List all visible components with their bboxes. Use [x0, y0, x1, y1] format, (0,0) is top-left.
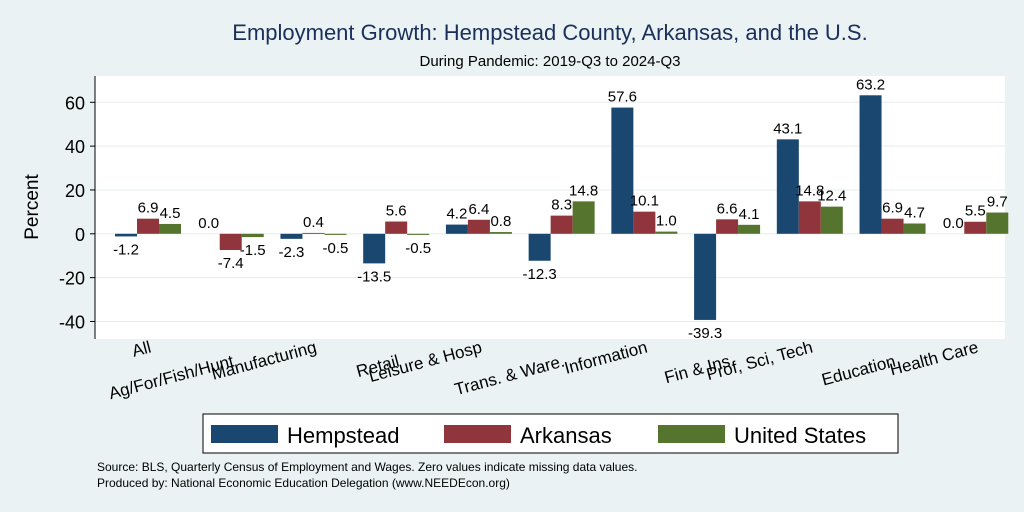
- x-tick-label-all: All: [130, 338, 153, 361]
- bar-arkansas-ag-for-fish-hunt: [219, 233, 242, 251]
- data-label-hempstead-retail: -13.5: [357, 268, 391, 285]
- legend: Hempstead Arkansas United States: [202, 413, 899, 454]
- data-label-united-states-manufacturing: -0.5: [323, 240, 349, 257]
- chart-title: Employment Growth: Hempstead County, Ark…: [232, 20, 867, 45]
- bar-united-states-fin-ins: [738, 224, 761, 234]
- bar-united-states-education: [903, 223, 926, 234]
- legend-label-arkansas: Arkansas: [520, 423, 612, 448]
- bar-arkansas-manufacturing: [302, 232, 325, 234]
- data-label-united-states-ag-for-fish-hunt: -1.5: [240, 242, 266, 259]
- data-label-arkansas-education: 6.9: [882, 200, 903, 217]
- data-label-arkansas-fin-ins: 6.6: [717, 200, 738, 217]
- bar-arkansas-retail: [385, 221, 408, 234]
- y-tick-label: 20: [65, 181, 85, 201]
- data-label-arkansas-manufacturing: 0.4: [303, 214, 324, 231]
- data-label-united-states-fin-ins: 4.1: [739, 206, 760, 223]
- bar-united-states-health-care: [986, 212, 1009, 234]
- data-label-hempstead-fin-ins: -39.3: [688, 325, 722, 342]
- data-label-united-states-retail: -0.5: [405, 240, 431, 257]
- data-label-arkansas-retail: 5.6: [386, 203, 407, 220]
- data-label-arkansas-information: 10.1: [630, 193, 659, 210]
- legend-label-hempstead: Hempstead: [287, 423, 400, 448]
- bar-arkansas-education: [881, 218, 904, 234]
- bar-united-states-all: [159, 223, 181, 234]
- legend-label-united-states: United States: [734, 423, 866, 448]
- bar-united-states-trans-ware: [572, 201, 595, 234]
- produced-by-note: Produced by: National Economic Education…: [97, 476, 510, 490]
- data-label-arkansas-all: 6.9: [138, 200, 159, 217]
- bar-arkansas-prof-sci-tech: [798, 201, 821, 234]
- legend-swatch-arkansas: [444, 425, 511, 443]
- y-tick-label: 0: [75, 225, 85, 245]
- bar-united-states-ag-for-fish-hunt: [241, 233, 264, 238]
- legend-swatch-hempstead: [211, 425, 278, 443]
- bar-hempstead-all: [115, 233, 137, 237]
- data-label-united-states-leisure-hosp: 0.8: [490, 213, 511, 230]
- data-label-united-states-information: 1.0: [656, 213, 677, 230]
- bar-hempstead-leisure-hosp: [445, 224, 468, 234]
- source-note: Source: BLS, Quarterly Census of Employm…: [97, 460, 637, 474]
- data-label-hempstead-trans-ware: -12.3: [523, 266, 557, 283]
- bar-hempstead-trans-ware: [528, 233, 551, 261]
- bar-hempstead-retail: [363, 233, 386, 264]
- data-label-united-states-education: 4.7: [904, 204, 925, 221]
- plot-area: [95, 76, 1005, 339]
- data-label-arkansas-prof-sci-tech: 14.8: [795, 182, 824, 199]
- data-label-hempstead-health-care: 0.0: [943, 215, 964, 232]
- bar-hempstead-education: [859, 95, 882, 234]
- bar-arkansas-all: [137, 218, 159, 234]
- bar-hempstead-fin-ins: [694, 233, 717, 320]
- y-axis-label: Percent: [22, 174, 43, 240]
- y-tick-label: 40: [65, 137, 85, 157]
- bar-united-states-retail: [407, 233, 430, 235]
- bar-united-states-manufacturing: [324, 233, 347, 235]
- bar-arkansas-information: [633, 211, 656, 234]
- data-label-hempstead-information: 57.6: [608, 89, 637, 106]
- gridlines: [95, 101, 1005, 322]
- y-tick-label: 60: [65, 93, 85, 113]
- y-axis-ticks: 60 40 20 0 -20 -40: [59, 93, 95, 332]
- bar-hempstead-information: [611, 107, 634, 234]
- bar-united-states-prof-sci-tech: [820, 206, 843, 234]
- bar-hempstead-manufacturing: [280, 233, 303, 239]
- bar-united-states-information: [655, 231, 678, 234]
- bar-arkansas-health-care: [964, 221, 987, 234]
- legend-swatch-united-states: [658, 425, 725, 443]
- data-label-arkansas-trans-ware: 8.3: [551, 197, 572, 214]
- data-label-hempstead-education: 63.2: [856, 76, 885, 93]
- bars-group: [115, 95, 1009, 320]
- legend-box: [202, 413, 899, 454]
- data-label-hempstead-prof-sci-tech: 43.1: [773, 120, 802, 137]
- data-label-arkansas-leisure-hosp: 6.4: [468, 201, 489, 218]
- data-label-arkansas-health-care: 5.5: [965, 203, 986, 220]
- bar-arkansas-leisure-hosp: [467, 219, 490, 234]
- data-label-hempstead-ag-for-fish-hunt: 0.0: [198, 215, 219, 232]
- chart-subtitle: During Pandemic: 2019-Q3 to 2024-Q3: [420, 53, 681, 70]
- data-label-hempstead-manufacturing: -2.3: [279, 244, 305, 261]
- data-label-united-states-health-care: 9.7: [987, 194, 1008, 211]
- data-label-hempstead-leisure-hosp: 4.2: [446, 206, 467, 223]
- bar-arkansas-fin-ins: [716, 219, 739, 234]
- data-label-united-states-prof-sci-tech: 12.4: [817, 188, 846, 205]
- data-label-arkansas-ag-for-fish-hunt: -7.4: [218, 255, 244, 272]
- bar-hempstead-prof-sci-tech: [776, 139, 799, 234]
- data-label-hempstead-all: -1.2: [113, 241, 139, 258]
- y-tick-label: -20: [59, 269, 85, 289]
- bar-arkansas-trans-ware: [550, 215, 573, 234]
- y-tick-label: -40: [59, 312, 85, 332]
- bar-united-states-leisure-hosp: [489, 232, 512, 234]
- data-label-united-states-all: 4.5: [160, 205, 181, 222]
- data-labels-group: -1.26.9 4.50.0-7.4-1.5 -2.30.4-0.5-13.55.6…: [113, 76, 1008, 342]
- data-label-united-states-trans-ware: 14.8: [569, 182, 598, 199]
